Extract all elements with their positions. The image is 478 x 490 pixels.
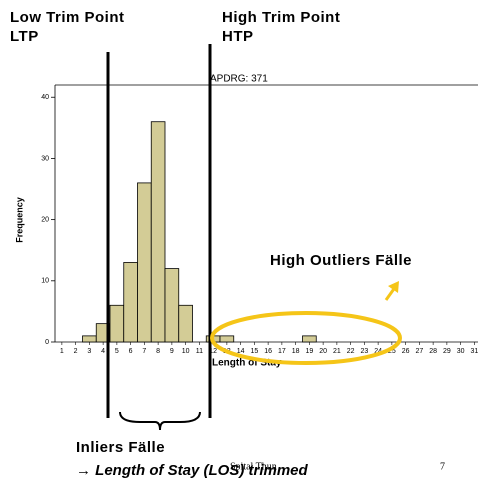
high-trim-label: High Trim Point	[222, 9, 340, 26]
x-tick-label: 7	[142, 348, 146, 355]
htp-label: HTP	[222, 28, 254, 45]
bar	[109, 304, 125, 343]
page-number: 7	[440, 461, 445, 472]
footer-text: Spital Thun	[230, 461, 277, 472]
trimmed-label: → Length of Stay (LOS) trimmed	[76, 462, 309, 479]
bar	[164, 268, 180, 343]
y-tick-label: 40	[41, 94, 49, 101]
x-tick-label: 31	[470, 348, 478, 355]
bar	[150, 121, 166, 343]
x-axis-label: Length of Stay	[212, 358, 282, 369]
x-tick-label: 29	[443, 348, 451, 355]
outliers-label: High Outliers Fälle	[270, 252, 412, 269]
x-tick-label: 10	[182, 348, 190, 355]
y-tick-label: 10	[41, 278, 49, 285]
bar	[123, 262, 138, 343]
y-axis-label: Frequency	[14, 197, 24, 243]
x-tick-label: 20	[319, 348, 327, 355]
arrow-head	[388, 281, 399, 293]
y-tick-label: 30	[41, 155, 49, 162]
bar	[82, 335, 97, 343]
bar	[302, 335, 317, 343]
brace	[119, 411, 201, 431]
y-tick-label: 20	[41, 216, 49, 223]
x-tick-label: 16	[264, 348, 272, 355]
x-tick-label: 9	[170, 348, 174, 355]
x-tick-label: 2	[74, 348, 78, 355]
y-tick-label: 0	[45, 339, 49, 346]
x-tick-label: 6	[129, 348, 133, 355]
x-tick-label: 22	[347, 348, 355, 355]
x-tick-label: 24	[374, 348, 382, 355]
x-tick-label: 8	[156, 348, 160, 355]
outlier-ellipse	[210, 311, 402, 365]
x-tick-label: 4	[101, 348, 105, 355]
bar	[178, 304, 193, 343]
ltp-label: LTP	[10, 28, 39, 45]
inliers-label: Inliers Fälle	[76, 439, 165, 456]
x-tick-label: 3	[87, 348, 91, 355]
x-tick-label: 14	[237, 348, 245, 355]
x-tick-label: 5	[115, 348, 119, 355]
x-tick-label: 19	[305, 348, 313, 355]
x-tick-label: 21	[333, 348, 341, 355]
x-tick-label: 18	[292, 348, 300, 355]
chart-title: APDRG: 371	[210, 74, 268, 85]
x-tick-label: 30	[457, 348, 465, 355]
low-trim-label: Low Trim Point	[10, 9, 125, 26]
x-tick-label: 11	[196, 348, 203, 355]
x-tick-label: 1	[60, 348, 64, 355]
bar	[137, 182, 152, 343]
bar	[219, 335, 235, 343]
x-tick-label: 27	[415, 348, 423, 355]
x-tick-label: 23	[360, 348, 368, 355]
x-tick-label: 25	[388, 348, 396, 355]
overlay	[106, 44, 402, 431]
x-tick-label: 17	[278, 348, 286, 355]
x-tick-label: 28	[429, 348, 437, 355]
x-tick-label: 12	[209, 348, 217, 355]
x-tick-label: 15	[250, 348, 258, 355]
x-tick-label: 26	[402, 348, 410, 355]
